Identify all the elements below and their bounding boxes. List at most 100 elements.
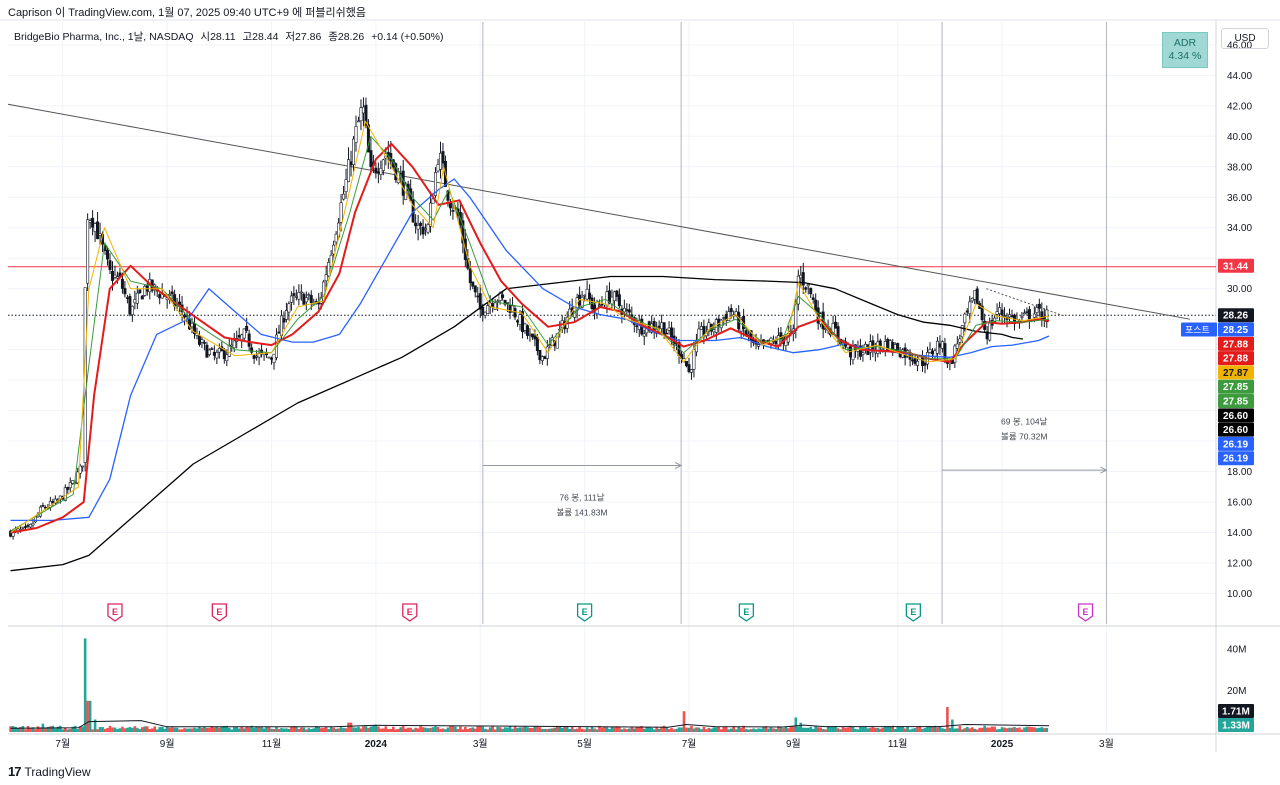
moving-averages	[10, 120, 1050, 572]
candle-body	[722, 317, 726, 319]
volume-bar	[270, 728, 273, 732]
volume-bar	[546, 729, 549, 732]
candle-body	[287, 303, 291, 313]
volume-bar	[108, 725, 112, 732]
candle-body	[615, 290, 619, 297]
volume-bar	[772, 728, 775, 732]
volume-bar	[789, 726, 793, 732]
candle-body	[429, 202, 433, 227]
volume-bar	[486, 729, 489, 732]
chart-grid	[0, 19, 1280, 752]
volume-bar	[61, 729, 65, 732]
candle-body	[26, 524, 30, 527]
currency-button[interactable]: USD	[1221, 28, 1269, 49]
price-axis-badge-text: 27.88	[1223, 354, 1248, 365]
volume-bar	[831, 726, 835, 732]
volume-bar	[483, 728, 487, 732]
candle-body	[963, 313, 967, 324]
volume-bar	[888, 726, 892, 732]
price-axis-badge	[1218, 336, 1254, 351]
candle-body	[893, 344, 897, 350]
volume-bar	[431, 727, 435, 732]
volume-bar	[722, 726, 726, 732]
volume-bar	[687, 727, 691, 732]
volume-bar	[419, 726, 422, 732]
candle-body	[33, 516, 37, 523]
volume-bar	[968, 728, 972, 732]
volume-bar	[332, 727, 335, 732]
volume-bar	[978, 727, 981, 732]
tradingview-logo[interactable]: 17 TradingView	[8, 764, 91, 779]
candle-body	[714, 319, 718, 333]
volume-bar	[473, 728, 477, 732]
candle-body	[123, 288, 127, 295]
volume-bar	[784, 726, 788, 732]
candle-body	[210, 348, 214, 350]
volume-bar	[896, 726, 899, 732]
volume-bar	[856, 729, 860, 732]
volume-bar	[21, 726, 25, 732]
candle-body	[334, 233, 338, 243]
volume-bar	[903, 728, 907, 732]
volume-bar	[1042, 728, 1046, 732]
horizontal-price-lines	[8, 266, 1216, 316]
volume-bar	[933, 725, 937, 732]
volume-bar	[496, 726, 499, 732]
candle-body	[543, 356, 547, 360]
volume-bar	[754, 729, 758, 732]
candle-body	[414, 222, 418, 227]
volume-bar	[610, 726, 614, 732]
post-market-tag	[1181, 322, 1217, 337]
volume-bar	[250, 725, 253, 732]
volume-bar	[195, 728, 199, 732]
volume-bar	[245, 726, 248, 732]
volume-bar	[170, 727, 174, 732]
volume-bar	[797, 726, 800, 732]
candle-body	[197, 335, 201, 345]
candle-body	[309, 295, 313, 304]
volume-bar	[675, 728, 678, 732]
candle-body	[294, 296, 298, 298]
candle-body	[508, 305, 512, 313]
volume-bar	[729, 728, 733, 732]
price-axis-badge	[1218, 351, 1254, 366]
candle-body	[255, 355, 259, 358]
y-tick-label: 12.00	[1227, 559, 1252, 570]
close-value: 종28.26	[328, 31, 365, 43]
candle-body	[242, 328, 246, 339]
earnings-icon	[905, 603, 921, 622]
candle-body	[215, 352, 219, 359]
volume-bar	[225, 725, 229, 732]
volume-bar	[993, 726, 996, 732]
candle-body	[774, 341, 778, 345]
candle-body	[1022, 312, 1026, 315]
candle-body	[68, 482, 72, 489]
y-tick-label: 10.00	[1227, 589, 1252, 600]
volume-bar	[901, 726, 904, 732]
candle-body	[516, 320, 520, 323]
candle-body	[622, 307, 626, 313]
volume-bar	[76, 729, 79, 732]
volume-bar	[424, 727, 427, 732]
candle-body	[968, 301, 972, 314]
candle-body	[483, 311, 487, 316]
volume-bar	[49, 726, 52, 732]
volume-bar	[695, 727, 698, 732]
candle-body	[356, 120, 360, 123]
volume-pane	[9, 638, 1050, 732]
candle-body	[540, 356, 544, 361]
trendlines[interactable]	[7, 103, 1190, 320]
candle-body	[684, 361, 688, 367]
volume-bar	[91, 729, 94, 732]
volume-bar	[526, 727, 529, 732]
candle-body	[935, 340, 939, 354]
earnings-letter: E	[582, 607, 588, 617]
volume-bar	[426, 728, 430, 732]
volume-bar	[555, 725, 559, 732]
volume-bar	[113, 727, 117, 732]
volume-bar	[399, 727, 403, 732]
candle-body	[486, 305, 490, 314]
